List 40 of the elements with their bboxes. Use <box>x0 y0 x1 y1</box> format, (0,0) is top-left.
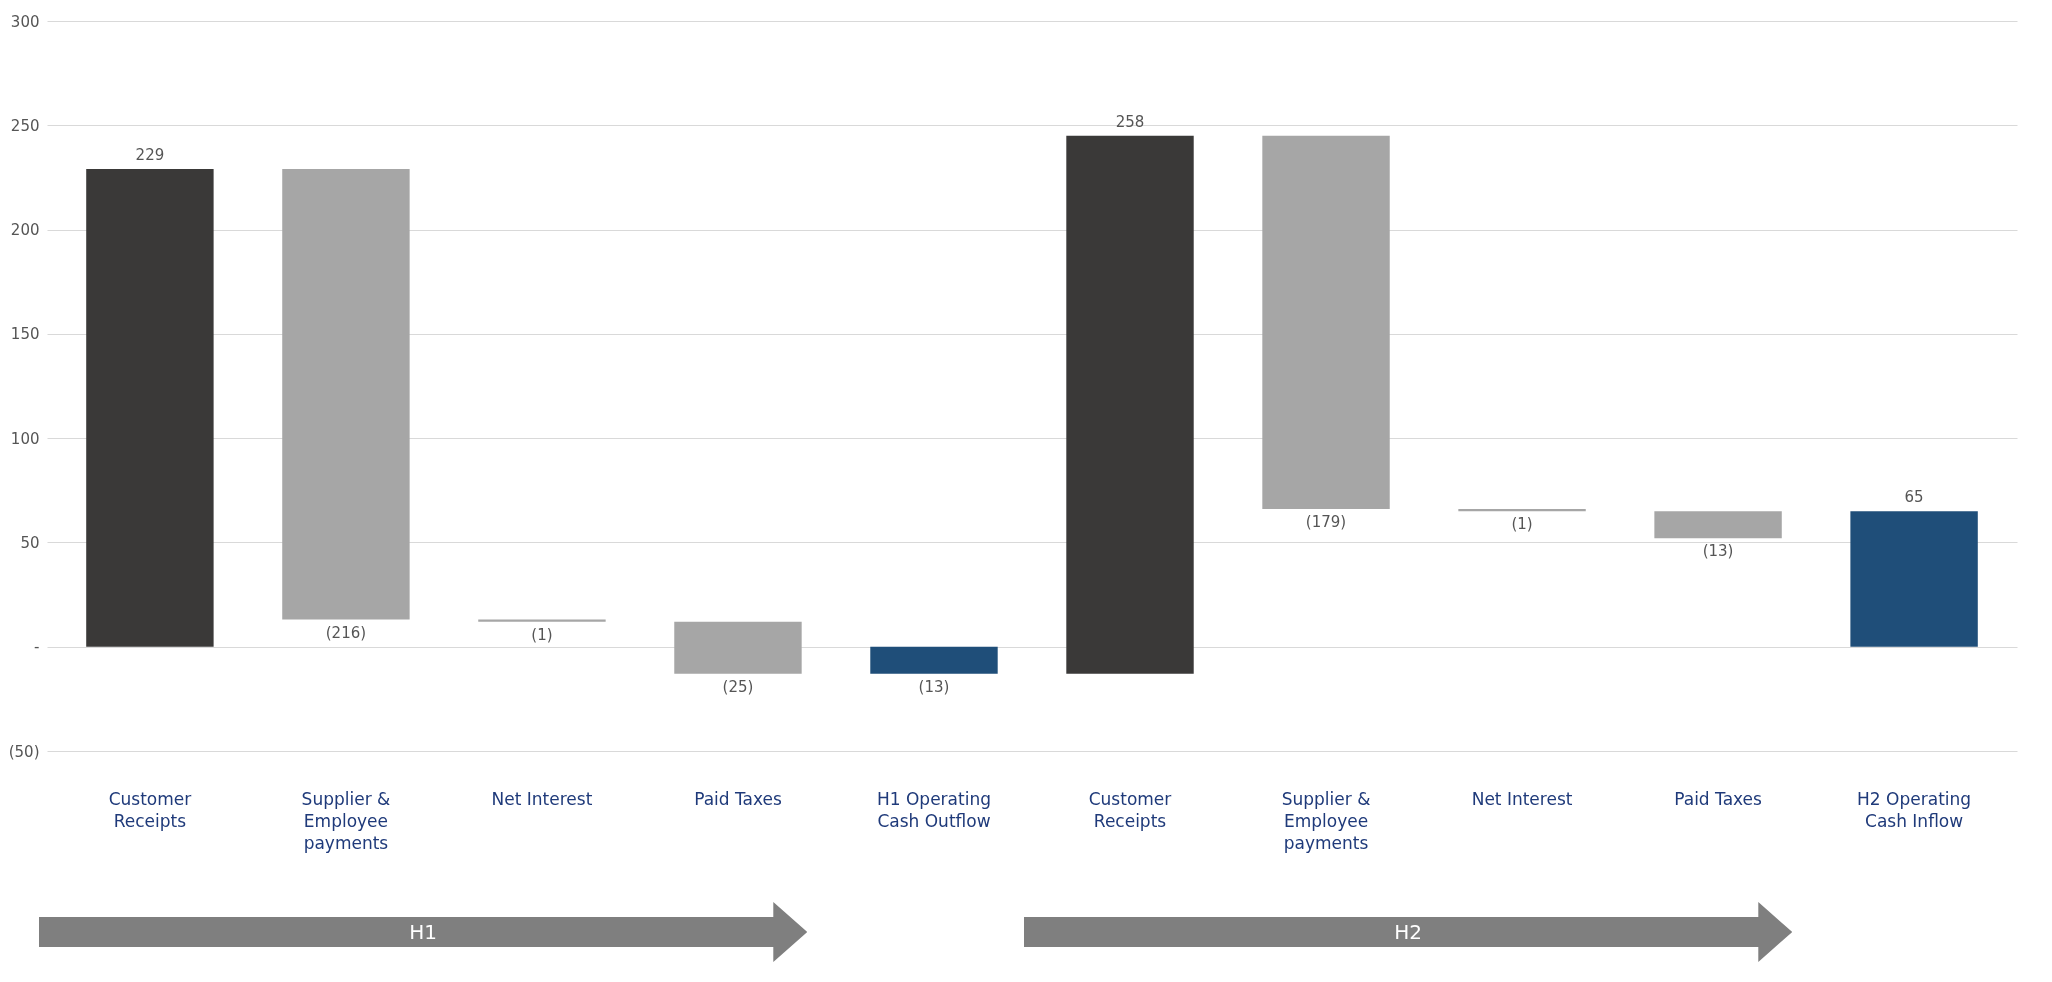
y-tick-label: 50 <box>20 533 40 552</box>
y-tick-label: 200 <box>10 221 40 240</box>
bar <box>282 169 410 620</box>
x-tick-label: Customer Receipts <box>108 788 192 831</box>
right-arrow: H1 <box>39 902 808 962</box>
data-label: 229 <box>135 146 165 165</box>
y-tick-label: 250 <box>10 116 40 135</box>
bar <box>870 646 998 674</box>
x-tick-label: Net Interest <box>491 788 593 809</box>
data-label: (13) <box>1702 542 1734 561</box>
y-tick-label: 100 <box>10 429 40 448</box>
data-label: (179) <box>1305 513 1347 532</box>
y-tick-label: 150 <box>10 325 40 344</box>
x-tick-label: Customer Receipts <box>1088 788 1172 831</box>
bar <box>674 621 802 674</box>
data-label: (1) <box>531 625 553 644</box>
y-tick-label: - <box>34 638 40 657</box>
right-arrow: H2 <box>1024 902 1793 962</box>
x-tick-label: Paid Taxes <box>1674 788 1763 809</box>
data-label: (13) <box>918 677 950 696</box>
data-label: (25) <box>722 677 754 696</box>
data-label: 65 <box>1904 488 1924 507</box>
data-label: (1) <box>1511 515 1533 534</box>
x-tick-label: Supplier & Employee payments <box>301 788 391 853</box>
bar <box>1654 511 1782 539</box>
bar <box>1850 511 1978 647</box>
bar <box>1262 135 1390 510</box>
y-tick-label: 300 <box>10 12 40 31</box>
x-tick-label: H1 Operating Cash Outflow <box>876 788 991 831</box>
bar <box>478 619 606 622</box>
bar <box>1066 135 1194 674</box>
data-label: 258 <box>1115 112 1145 131</box>
x-tick-label: H2 Operating Cash Inflow <box>1857 788 1972 831</box>
x-tick-label: Paid Taxes <box>694 788 782 809</box>
data-label: (216) <box>325 623 367 642</box>
x-tick-label: Net Interest <box>1471 788 1573 809</box>
bar <box>1458 509 1586 512</box>
bar <box>86 169 214 647</box>
y-tick-label: (50) <box>8 742 40 761</box>
x-tick-label: Supplier & Employee payments <box>1281 788 1371 853</box>
